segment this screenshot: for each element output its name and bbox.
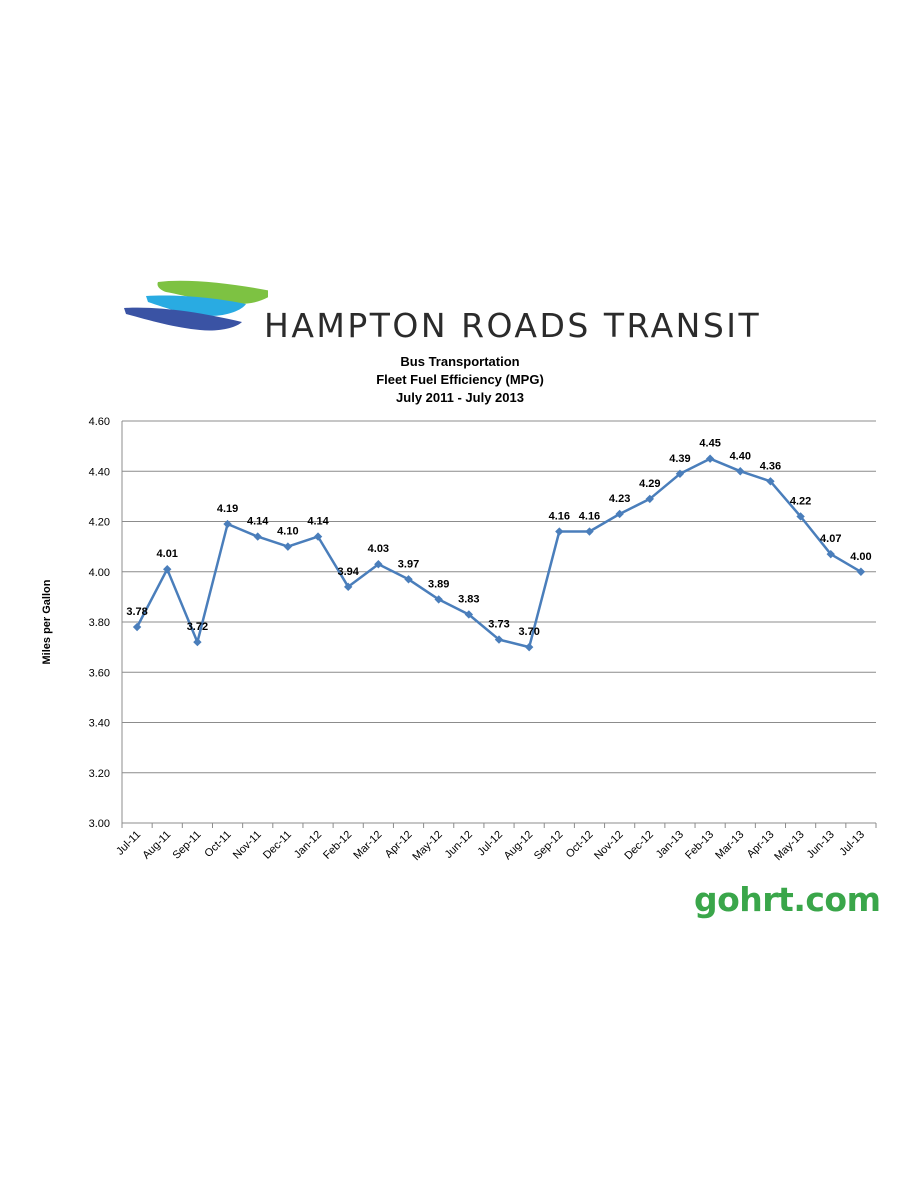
data-point xyxy=(705,454,715,463)
data-label: 4.14 xyxy=(307,516,329,528)
data-label: 3.83 xyxy=(458,593,479,605)
x-tick-label: Apr-12 xyxy=(383,829,415,861)
data-point xyxy=(163,565,172,574)
data-point xyxy=(585,527,594,536)
x-tick-label: Jan-12 xyxy=(292,829,324,861)
data-label: 3.73 xyxy=(488,619,509,631)
data-label: 4.00 xyxy=(850,551,871,563)
x-tick-label: Aug-12 xyxy=(502,829,536,863)
data-label: 4.39 xyxy=(669,453,690,465)
x-tick-label: Mar-12 xyxy=(351,829,384,862)
data-point xyxy=(193,637,202,647)
y-tick-label: 4.20 xyxy=(89,517,110,529)
data-point xyxy=(223,519,232,529)
data-point xyxy=(434,595,443,604)
x-tick-label: Oct-11 xyxy=(202,829,233,860)
data-point xyxy=(796,512,805,521)
data-label: 4.16 xyxy=(579,511,600,523)
data-point xyxy=(555,527,564,536)
data-point xyxy=(313,532,323,541)
data-label: 3.97 xyxy=(398,558,419,570)
data-label: 4.40 xyxy=(730,450,751,462)
data-label: 4.14 xyxy=(247,516,269,528)
data-label: 3.78 xyxy=(126,606,147,618)
x-tick-label: Aug-11 xyxy=(140,829,173,862)
data-point xyxy=(344,582,353,592)
data-point xyxy=(464,610,474,619)
x-tick-label: Jul-11 xyxy=(114,829,143,858)
y-tick-label: 4.40 xyxy=(89,466,110,478)
logo-wordmark: HAMPTON ROADS TRANSIT xyxy=(264,306,762,345)
y-axis-title: Miles per Gallon xyxy=(41,579,53,664)
data-point xyxy=(736,467,745,476)
data-label: 3.89 xyxy=(428,578,449,590)
hrt-logo: HAMPTON ROADS TRANSIT xyxy=(118,270,778,350)
data-label: 3.70 xyxy=(518,626,539,638)
chart-title-line-3: July 2011 - July 2013 xyxy=(396,390,524,405)
y-tick-label: 3.20 xyxy=(89,768,110,780)
data-label: 4.07 xyxy=(820,533,841,545)
y-tick-label: 3.60 xyxy=(89,667,110,679)
x-tick-label: Nov-11 xyxy=(231,829,264,862)
y-tick-label: 3.00 xyxy=(89,818,110,830)
x-tick-label: Feb-12 xyxy=(321,829,354,862)
data-point xyxy=(404,575,413,584)
data-label: 4.45 xyxy=(699,438,720,450)
y-tick-label: 4.60 xyxy=(89,416,110,428)
x-tick-label: Nov-12 xyxy=(592,829,626,863)
x-tick-label: Feb-13 xyxy=(683,829,716,862)
x-tick-label: Jun-13 xyxy=(805,829,837,861)
data-label: 4.36 xyxy=(760,460,781,472)
data-point xyxy=(766,477,775,486)
x-tick-label: May-12 xyxy=(410,829,444,863)
x-tick-label: Jul-13 xyxy=(837,829,867,859)
x-tick-label: Dec-12 xyxy=(622,829,656,863)
data-point xyxy=(615,509,624,519)
data-label: 4.23 xyxy=(609,493,630,505)
x-tick-label: Apr-13 xyxy=(745,829,777,861)
data-point xyxy=(374,560,383,569)
x-tick-label: Sep-12 xyxy=(532,829,566,863)
chart-title-line-1: Bus Transportation xyxy=(400,354,520,369)
x-tick-label: Jan-13 xyxy=(654,829,686,861)
hrt-swoosh-icon xyxy=(124,280,276,331)
data-point xyxy=(675,469,685,478)
data-label: 4.10 xyxy=(277,526,298,538)
x-tick-label: May-13 xyxy=(772,829,806,863)
data-point xyxy=(494,635,504,644)
data-point xyxy=(645,494,654,504)
data-point xyxy=(283,542,293,551)
chart-title-line-2: Fleet Fuel Efficiency (MPG) xyxy=(376,372,544,387)
data-point xyxy=(826,549,835,559)
data-point xyxy=(524,642,534,652)
x-tick-label: Mar-13 xyxy=(713,829,746,862)
data-point xyxy=(856,567,866,576)
data-label: 4.19 xyxy=(217,503,238,515)
x-tick-label: Dec-11 xyxy=(261,829,294,862)
y-tick-label: 4.00 xyxy=(89,567,110,579)
data-label: 4.03 xyxy=(368,543,389,555)
x-tick-label: Jun-12 xyxy=(443,829,475,861)
y-tick-label: 3.40 xyxy=(89,718,110,730)
data-label: 3.94 xyxy=(337,566,359,578)
x-tick-label: Oct-12 xyxy=(564,829,596,861)
data-label: 4.22 xyxy=(790,495,811,507)
x-tick-label: Sep-11 xyxy=(171,829,204,862)
data-point xyxy=(132,622,142,632)
data-label: 4.16 xyxy=(549,511,570,523)
data-label: 4.01 xyxy=(157,548,178,560)
data-label: 3.72 xyxy=(187,621,208,633)
data-label: 4.29 xyxy=(639,478,660,490)
data-point xyxy=(253,532,262,541)
website-link[interactable]: gohrt.com xyxy=(694,880,881,919)
y-tick-label: 3.80 xyxy=(89,617,110,629)
